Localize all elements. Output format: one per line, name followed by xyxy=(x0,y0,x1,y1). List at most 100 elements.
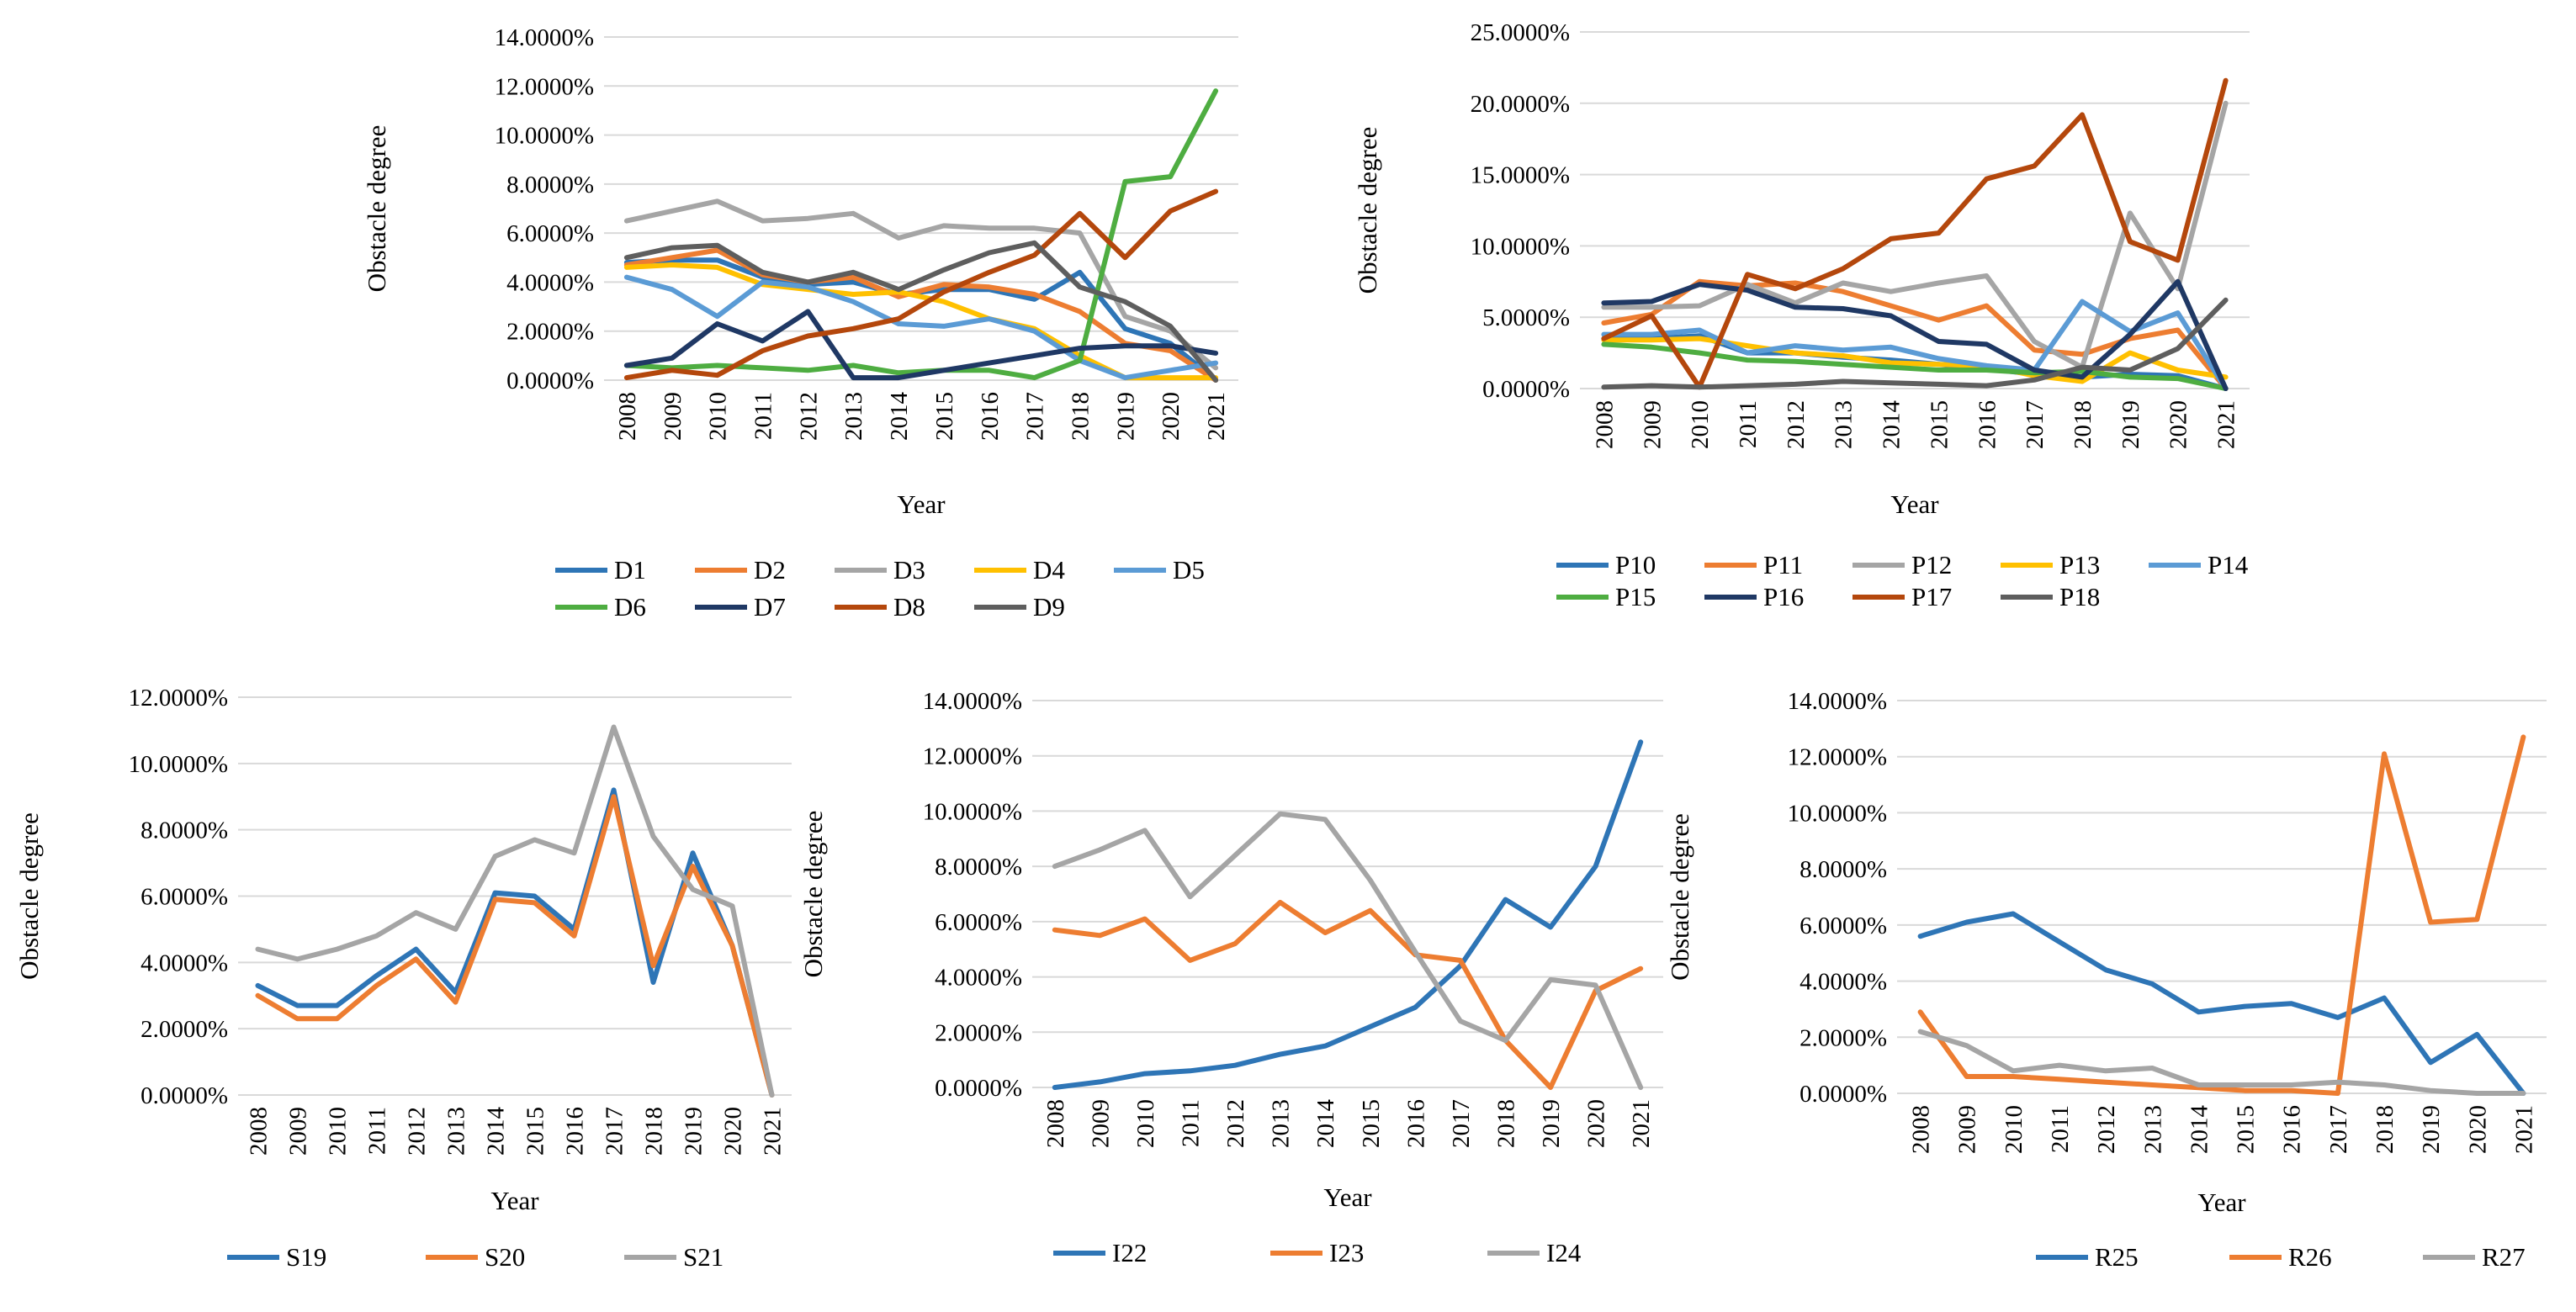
x-axis-title: Year xyxy=(2197,1188,2246,1217)
x-tick-label: 2012 xyxy=(404,1107,431,1156)
series-line-D2 xyxy=(623,247,1219,383)
x-tick-label: 2014 xyxy=(1879,400,1905,450)
y-tick-label: 8.0000% xyxy=(140,817,228,844)
chart-p: 0.0000% 5.0000% 10.0000% 15.0000% 20.0000% 25… xyxy=(1353,19,2250,611)
x-tick-label: 2011 xyxy=(1178,1099,1205,1147)
legend-label-I22: I22 xyxy=(1112,1238,1147,1267)
series-line-I24 xyxy=(1052,811,1644,1090)
legend-label-I24: I24 xyxy=(1546,1238,1582,1267)
series-line-P15 xyxy=(1601,341,2229,391)
y-tick-label: 0.0000% xyxy=(140,1082,228,1109)
x-tick-label: 2014 xyxy=(1312,1099,1339,1149)
x-tick-label: 2020 xyxy=(2165,400,2192,449)
series-line-I22 xyxy=(1052,739,1644,1090)
x-axis-title: Year xyxy=(897,489,946,519)
legend-label-D9: D9 xyxy=(1033,592,1065,622)
legend-label-P14: P14 xyxy=(2208,550,2249,579)
legend-label-D3: D3 xyxy=(893,555,925,585)
legend-label-D8: D8 xyxy=(893,592,925,622)
chart-s: 0.0000% 2.0000% 4.0000% 6.0000% 8.0000% 10.00… xyxy=(14,685,792,1272)
x-tick-label: 2018 xyxy=(1068,392,1095,441)
y-tick-label: 12.0000% xyxy=(129,685,228,712)
x-tick-label: 2009 xyxy=(285,1107,312,1156)
y-tick-label: 0.0000% xyxy=(935,1075,1022,1102)
series-line-I23 xyxy=(1052,899,1644,1090)
y-tick-label: 6.0000% xyxy=(140,884,228,911)
chart-d: 0.0000% 2.0000% 4.0000% 6.0000% 8.0000% 10.00… xyxy=(362,24,1238,622)
x-tick-label: 2009 xyxy=(660,392,686,441)
y-tick-label: 15.0000% xyxy=(1471,162,1570,189)
y-tick-label: 10.0000% xyxy=(1788,800,1887,827)
series-line-P16 xyxy=(1601,278,2229,391)
y-tick-label: 14.0000% xyxy=(1788,688,1887,715)
x-tick-label: 2015 xyxy=(522,1107,549,1156)
legend-label-P10: P10 xyxy=(1615,550,1656,579)
x-tick-label: 2009 xyxy=(1639,400,1666,449)
x-tick-label: 2021 xyxy=(1628,1099,1655,1148)
legend-label-R27: R27 xyxy=(2482,1242,2526,1272)
y-tick-label: 14.0000% xyxy=(923,688,1022,715)
x-tick-label: 2010 xyxy=(1132,1099,1159,1148)
x-tick-label: 2008 xyxy=(614,392,641,441)
x-tick-label: 2017 xyxy=(1448,1099,1475,1148)
legend-label-D5: D5 xyxy=(1173,555,1205,585)
x-tick-label: 2014 xyxy=(886,392,913,442)
x-tick-label: 2015 xyxy=(2233,1105,2260,1154)
series-line-D7 xyxy=(623,309,1219,381)
legend-label-D6: D6 xyxy=(614,592,646,622)
x-tick-label: 2012 xyxy=(795,392,822,441)
y-tick-label: 12.0000% xyxy=(1788,744,1887,771)
legend-label-P18: P18 xyxy=(2059,582,2100,611)
x-axis-title: Year xyxy=(1323,1182,1372,1212)
x-tick-label: 2016 xyxy=(2279,1105,2306,1154)
x-tick-label: 2018 xyxy=(2372,1105,2398,1154)
x-tick-label: 2018 xyxy=(1493,1099,1520,1148)
y-tick-label: 0.0000% xyxy=(1482,376,1570,403)
series-line-P13 xyxy=(1601,336,2229,384)
x-tick-label: 2012 xyxy=(1222,1099,1249,1148)
x-tick-label: 2020 xyxy=(720,1107,747,1156)
x-tick-label: 2013 xyxy=(1268,1099,1295,1148)
x-tick-label: 2014 xyxy=(2186,1105,2213,1155)
series-line-S19 xyxy=(255,787,775,1098)
x-tick-label: 2021 xyxy=(760,1107,787,1156)
y-tick-label: 2.0000% xyxy=(935,1019,1022,1046)
series-line-R26 xyxy=(1917,734,2526,1096)
legend-label-I23: I23 xyxy=(1329,1238,1364,1267)
x-tick-label: 2015 xyxy=(1926,400,1953,449)
y-tick-label: 6.0000% xyxy=(1799,913,1887,939)
y-tick-label: 25.0000% xyxy=(1471,19,1570,46)
x-tick-label: 2019 xyxy=(1538,1099,1565,1148)
y-axis-title: Obstacle degree xyxy=(1353,127,1382,294)
x-tick-label: 2011 xyxy=(364,1107,391,1155)
x-tick-label: 2009 xyxy=(1954,1105,1981,1154)
series-line-P18 xyxy=(1601,297,2229,390)
y-tick-label: 4.0000% xyxy=(506,269,594,296)
legend-label-R26: R26 xyxy=(2288,1242,2332,1272)
y-tick-label: 4.0000% xyxy=(140,950,228,976)
legend-label-D1: D1 xyxy=(614,555,646,585)
legend-label-P11: P11 xyxy=(1763,550,1803,579)
series-line-D8 xyxy=(623,188,1219,381)
x-tick-label: 2017 xyxy=(1022,392,1049,441)
y-axis-title: Obstacle degree xyxy=(14,812,44,980)
y-tick-label: 10.0000% xyxy=(495,123,594,150)
y-tick-label: 12.0000% xyxy=(495,73,594,100)
series-line-D5 xyxy=(623,274,1219,381)
x-tick-label: 2014 xyxy=(483,1107,510,1156)
x-tick-label: 2018 xyxy=(641,1107,668,1156)
series-line-S20 xyxy=(255,794,775,1098)
y-tick-label: 6.0000% xyxy=(935,909,1022,936)
x-tick-label: 2008 xyxy=(1042,1099,1069,1148)
x-tick-label: 2016 xyxy=(562,1107,589,1156)
x-tick-label: 2021 xyxy=(2510,1105,2537,1154)
x-tick-label: 2013 xyxy=(2139,1105,2166,1154)
x-tick-label: 2015 xyxy=(1358,1099,1385,1148)
chart-r: 0.0000% 2.0000% 4.0000% 6.0000% 8.0000% 10.00… xyxy=(1665,688,2547,1272)
x-tick-label: 2008 xyxy=(1591,400,1618,449)
x-axis-title: Year xyxy=(490,1186,539,1215)
y-tick-label: 2.0000% xyxy=(1799,1024,1887,1051)
x-tick-label: 2013 xyxy=(443,1107,470,1156)
y-tick-label: 8.0000% xyxy=(1799,856,1887,883)
legend-label-D2: D2 xyxy=(754,555,786,585)
